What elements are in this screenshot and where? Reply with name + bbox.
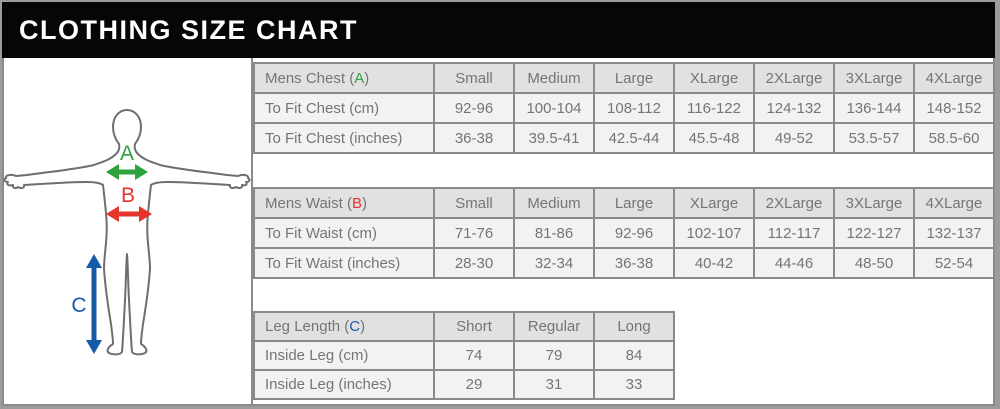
size-value: 100-104 — [513, 92, 595, 124]
title-bar: CLOTHING SIZE CHART — [2, 2, 995, 58]
size-value: 29 — [433, 369, 515, 400]
row-label: To Fit Waist (inches) — [253, 247, 435, 279]
measure-letter: A — [354, 69, 365, 87]
size-value: 108-112 — [593, 92, 675, 124]
size-value: 132-137 — [913, 217, 995, 249]
size-table-leg-length: Leg Length (C) Short Regular Long Inside Leg… — [253, 311, 675, 400]
size-value: 71-76 — [433, 217, 515, 249]
measure-letter: B — [351, 194, 362, 212]
size-value: 74 — [433, 340, 515, 371]
header-row: Mens Waist (B) Small Medium Large XLarge 2XLa… — [253, 187, 995, 219]
size-value: 42.5-44 — [593, 122, 675, 154]
column-header: 2XLarge — [753, 62, 835, 94]
size-value: 81-86 — [513, 217, 595, 249]
leg-length-arrow — [86, 254, 102, 354]
size-value: 92-96 — [433, 92, 515, 124]
column-header: 2XLarge — [753, 187, 835, 219]
column-header: Medium — [513, 62, 595, 94]
size-value: 148-152 — [913, 92, 995, 124]
header-row: Leg Length (C) Short Regular Long — [253, 311, 675, 342]
body-figure-panel: A B C — [2, 58, 251, 404]
row-label: To Fit Waist (cm) — [253, 217, 435, 249]
table-title-cell: Mens Waist (B) — [253, 187, 435, 219]
size-table-mens-chest: Mens Chest (A) Small Medium Large XLarge 2XLa… — [253, 62, 995, 154]
size-value: 36-38 — [433, 122, 515, 154]
body-measurement-diagram: A B C — [3, 109, 251, 356]
table-title-text: ) — [364, 69, 370, 87]
data-row: To Fit Waist (cm) 71-76 81-86 92-96 102-107 1… — [253, 217, 995, 249]
column-header: Small — [433, 187, 515, 219]
size-value: 136-144 — [833, 92, 915, 124]
size-value: 28-30 — [433, 247, 515, 279]
size-value: 44-46 — [753, 247, 835, 279]
size-value: 33 — [593, 369, 675, 400]
body-outline — [3, 109, 251, 356]
waist-arrow-label: B — [121, 184, 135, 207]
row-label: To Fit Chest (inches) — [253, 122, 435, 154]
table-title-text: Mens Waist ( — [265, 194, 352, 212]
header-row: Mens Chest (A) Small Medium Large XLarge 2XLa… — [253, 62, 995, 94]
size-value: 58.5-60 — [913, 122, 995, 154]
page-title: CLOTHING SIZE CHART — [19, 14, 358, 45]
table-title-text: ) — [360, 318, 366, 335]
column-header: XLarge — [673, 187, 755, 219]
data-row: Inside Leg (cm) 74 79 84 — [253, 340, 675, 371]
column-header: 4XLarge — [913, 187, 995, 219]
size-value: 53.5-57 — [833, 122, 915, 154]
column-header: Small — [433, 62, 515, 94]
size-value: 116-122 — [673, 92, 755, 124]
column-header: 3XLarge — [833, 62, 915, 94]
size-value: 122-127 — [833, 217, 915, 249]
size-value: 32-34 — [513, 247, 595, 279]
table-title-text: Mens Chest ( — [265, 69, 355, 87]
chest-arrow-label: A — [120, 142, 134, 165]
row-label: Inside Leg (inches) — [253, 369, 435, 400]
data-row: To Fit Waist (inches) 28-30 32-34 36-38 40-4… — [253, 247, 995, 279]
size-value: 124-132 — [753, 92, 835, 124]
size-value: 40-42 — [673, 247, 755, 279]
size-value: 92-96 — [593, 217, 675, 249]
row-label: To Fit Chest (cm) — [253, 92, 435, 124]
row-label: Inside Leg (cm) — [253, 340, 435, 371]
leg-arrow-label: C — [71, 294, 86, 317]
column-header: Medium — [513, 187, 595, 219]
table-title-text: ) — [361, 194, 367, 212]
size-table-mens-waist: Mens Waist (B) Small Medium Large XLarge 2XLa… — [253, 187, 995, 279]
panel-divider — [251, 58, 253, 404]
table-title-text: Leg Length ( — [265, 318, 350, 335]
column-header: Short — [433, 311, 515, 342]
size-value: 102-107 — [673, 217, 755, 249]
size-value: 79 — [513, 340, 595, 371]
size-value: 45.5-48 — [673, 122, 755, 154]
size-value: 36-38 — [593, 247, 675, 279]
column-header: 3XLarge — [833, 187, 915, 219]
column-header: Long — [593, 311, 675, 342]
column-header: Large — [593, 187, 675, 219]
size-value: 52-54 — [913, 247, 995, 279]
size-value: 31 — [513, 369, 595, 400]
waist-width-arrow — [106, 206, 152, 222]
table-title-cell: Mens Chest (A) — [253, 62, 435, 94]
data-row: To Fit Chest (inches) 36-38 39.5-41 42.5-44… — [253, 122, 995, 154]
chest-width-arrow — [106, 164, 148, 180]
measure-letter: C — [349, 318, 361, 335]
size-value: 49-52 — [753, 122, 835, 154]
data-row: Inside Leg (inches) 29 31 33 — [253, 369, 675, 400]
column-header: Regular — [513, 311, 595, 342]
table-title-cell: Leg Length (C) — [253, 311, 435, 342]
column-header: Large — [593, 62, 675, 94]
size-value: 39.5-41 — [513, 122, 595, 154]
data-row: To Fit Chest (cm) 92-96 100-104 108-112 116-… — [253, 92, 995, 124]
size-value: 84 — [593, 340, 675, 371]
column-header: XLarge — [673, 62, 755, 94]
size-value: 112-117 — [753, 217, 835, 249]
column-header: 4XLarge — [913, 62, 995, 94]
size-value: 48-50 — [833, 247, 915, 279]
